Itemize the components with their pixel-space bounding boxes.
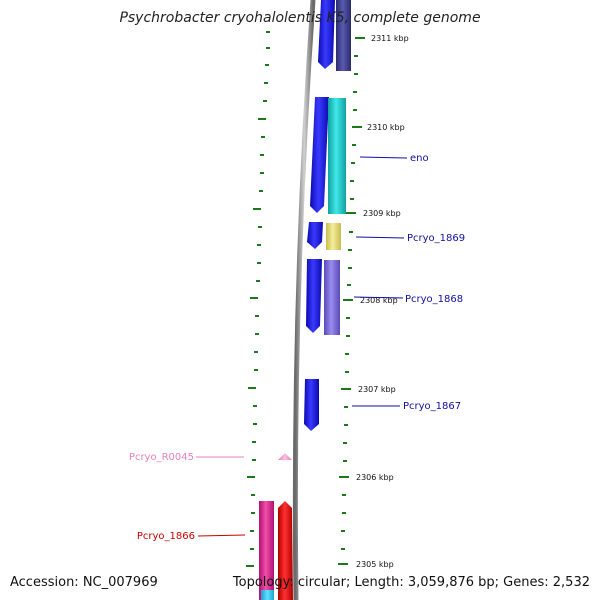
gene-label-pcryo-1868[interactable]: Pcryo_1868 [405, 294, 463, 305]
cog-track [259, 0, 351, 600]
outer-tick-ring [338, 37, 365, 565]
ruler-label-2307: 2307 kbp [358, 385, 396, 394]
cds-arrow-pcryo-1867[interactable] [304, 379, 319, 431]
cds-arrow-pcryo-1866[interactable] [278, 501, 293, 600]
map-title: Psychrobacter cryohalolentis K5, complet… [119, 10, 481, 26]
ruler-label-2305: 2305 kbp [356, 560, 394, 569]
cog-block-pcryo-1869[interactable] [326, 223, 341, 250]
cds-arrow-top[interactable] [318, 0, 335, 69]
ruler-label-2309: 2309 kbp [363, 209, 401, 218]
cog-block-top[interactable] [336, 0, 351, 71]
genome-backbone [292, 0, 316, 600]
cds-arrow-pcryo-1868[interactable] [306, 259, 322, 333]
gene-callouts: eno Pcryo_1869 Pcryo_1868 Pcryo_1867 Pcr… [129, 153, 465, 542]
ruler-label-2308: 2308 kbp [360, 296, 398, 305]
gene-label-pcryo-1869[interactable]: Pcryo_1869 [407, 233, 465, 244]
cds-arrow-pcryo-1869[interactable] [307, 222, 323, 249]
ruler-label-2306: 2306 kbp [356, 473, 394, 482]
cds-forward-track [278, 0, 335, 600]
genome-summary-text: Topology: circular; Length: 3,059,876 bp… [232, 575, 590, 590]
cog-block-pcryo-1866[interactable] [259, 501, 274, 600]
cog-block-bottom[interactable] [261, 590, 274, 600]
cog-block-eno[interactable] [328, 98, 346, 214]
gene-label-eno[interactable]: eno [410, 153, 429, 164]
ruler-label-2311: 2311 kbp [371, 34, 409, 43]
cog-block-pcryo-1868[interactable] [324, 260, 340, 335]
gene-label-pcryo-r0045[interactable]: Pcryo_R0045 [129, 452, 194, 463]
ruler-labels: 2311 kbp 2310 kbp 2309 kbp 2308 kbp 2307… [356, 34, 409, 569]
accession-text: Accession: NC_007969 [10, 575, 158, 590]
cds-arrow-eno[interactable] [310, 97, 329, 213]
gene-label-pcryo-1866[interactable]: Pcryo_1866 [137, 531, 195, 542]
gene-label-pcryo-1867[interactable]: Pcryo_1867 [403, 401, 461, 412]
ruler-label-2310: 2310 kbp [367, 123, 405, 132]
cds-arrow-pcryo-r0045[interactable] [278, 453, 292, 460]
inner-tick-ring [246, 31, 270, 567]
